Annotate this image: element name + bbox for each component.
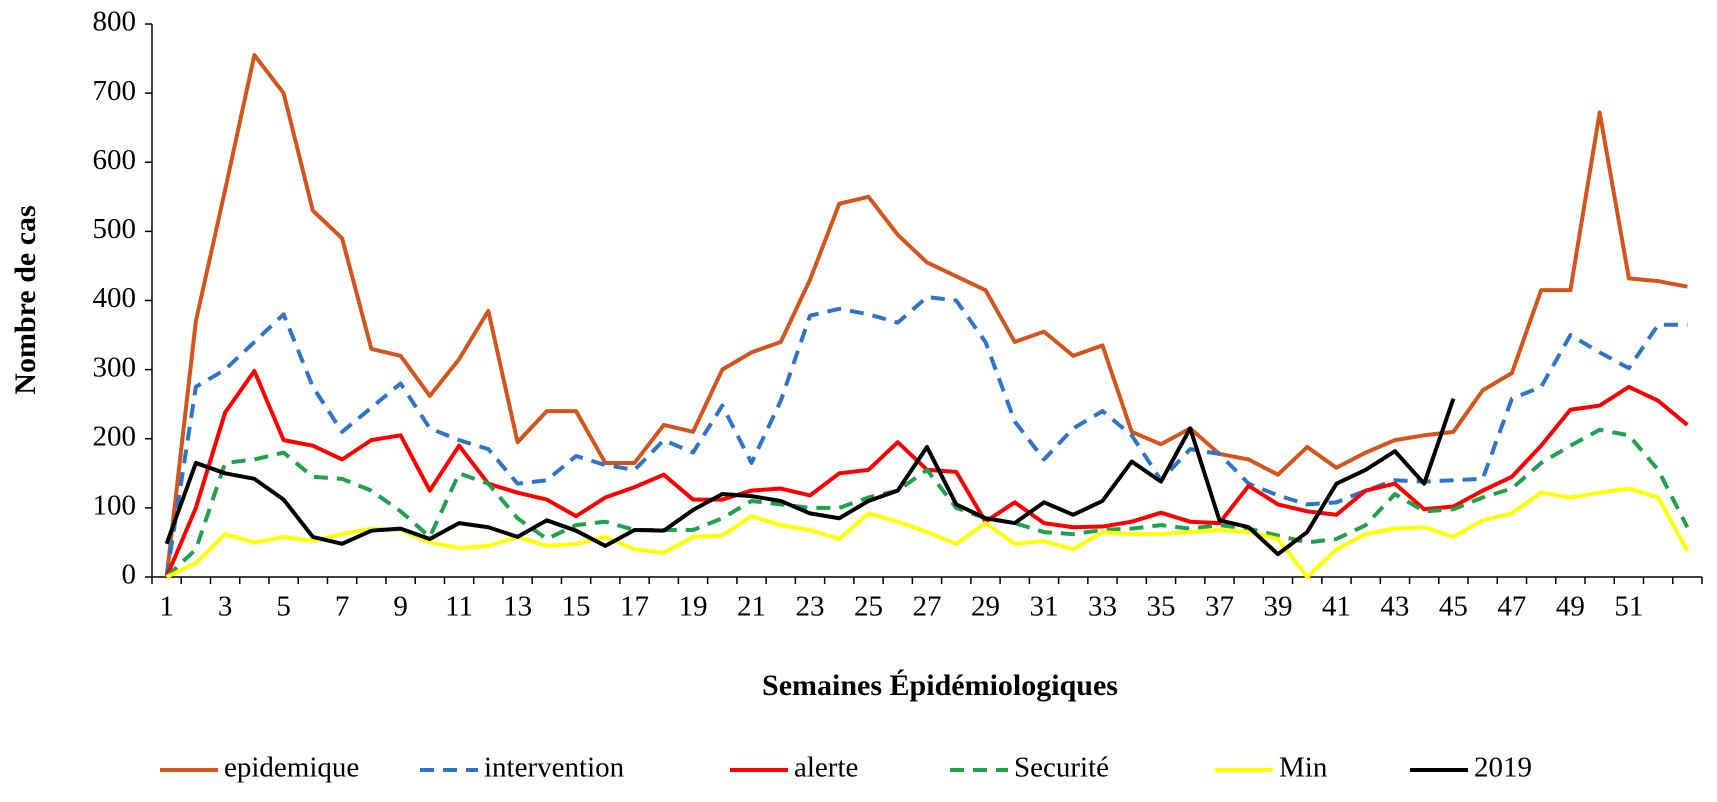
x-tick-label: 35 (1146, 591, 1175, 623)
series-line (165, 427, 1690, 579)
x-tick-label: 31 (1029, 591, 1058, 623)
x-tick-label: 33 (1088, 591, 1117, 623)
y-tick-label: 700 (93, 75, 137, 107)
series-line (165, 486, 1690, 579)
legend-label: Securité (1014, 752, 1109, 784)
x-tick-label: 9 (393, 591, 408, 623)
x-tick-label: 5 (276, 591, 291, 623)
x-tick-label: 39 (1263, 591, 1292, 623)
y-tick-label: 200 (93, 420, 137, 452)
y-tick-label: 100 (93, 490, 137, 522)
series-line (164, 369, 1689, 578)
x-tick-label: 3 (218, 591, 233, 623)
x-tick-label: 1 (159, 591, 174, 623)
x-tick-label: 13 (503, 591, 532, 623)
series-line (164, 398, 1456, 557)
x-tick-label: 17 (620, 591, 649, 623)
x-tick-label: 29 (971, 591, 1000, 623)
y-tick-label: 300 (93, 351, 137, 383)
y-axis-title: Nombre de cas (9, 205, 42, 394)
x-tick-label: 7 (335, 591, 350, 623)
y-tick-label: 0 (122, 559, 137, 591)
legend-label: epidemique (224, 752, 359, 784)
y-tick-label: 600 (93, 144, 137, 176)
x-tick-label: 11 (445, 591, 473, 623)
x-tick-label: 37 (1205, 591, 1234, 623)
y-tick-label: 500 (93, 213, 137, 245)
series-line (164, 53, 1688, 578)
x-tick-label: 45 (1439, 591, 1468, 623)
x-tick-label: 21 (737, 591, 766, 623)
y-tick-label: 400 (93, 282, 137, 314)
x-tick-label: 27 (913, 591, 942, 623)
legend-label: intervention (484, 752, 625, 784)
y-tick-label: 800 (93, 6, 137, 38)
x-tick-label: 23 (796, 591, 825, 623)
x-tick-label: 43 (1380, 591, 1409, 623)
x-tick-label: 19 (679, 591, 708, 623)
x-tick-label: 15 (562, 591, 591, 623)
x-axis-title: Semaines Épidémiologiques (762, 669, 1118, 702)
legend-label: Min (1279, 752, 1328, 784)
x-tick-label: 51 (1614, 591, 1643, 623)
x-tick-label: 47 (1497, 591, 1526, 623)
x-tick-label: 49 (1556, 591, 1585, 623)
x-tick-label: 41 (1322, 591, 1351, 623)
legend-label: 2019 (1474, 752, 1532, 784)
x-tick-label: 25 (854, 591, 883, 623)
legend-label: alerte (794, 752, 858, 784)
